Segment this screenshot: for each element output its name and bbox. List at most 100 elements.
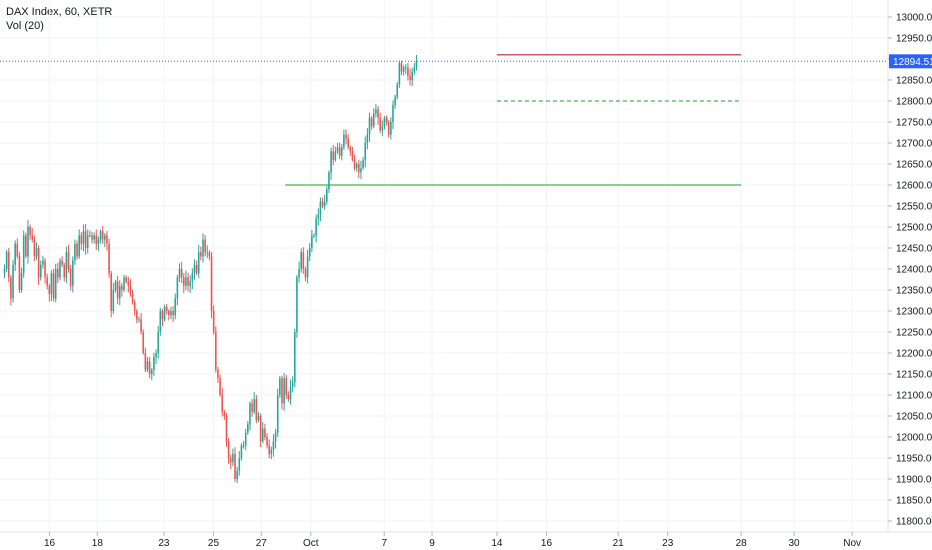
candle-body [159,311,162,332]
candle [150,368,153,381]
y-tick-label: 12950.00 [896,34,932,45]
candle [317,208,320,226]
candle [326,186,328,205]
candle-body [212,311,215,332]
candle-body [229,458,232,463]
candle [219,374,221,397]
candle [84,224,87,255]
candle-body [39,264,42,278]
candle-body [144,353,147,370]
candle [281,375,283,410]
y-axis[interactable]: 13000.0012950.0012900.0012850.0012800.00… [888,13,932,528]
candle-body [362,159,364,169]
x-axis[interactable]: 16 18 23 25 27 Oct 7 9 14 16 21 23 28 30 Nov [44,532,861,549]
candle-body [82,231,85,244]
candle-body [80,235,83,244]
candle-body [123,277,125,290]
candle [411,67,413,87]
candle [383,116,386,130]
candle-body [287,395,290,400]
candle-body [29,227,31,236]
candle-body [251,403,253,412]
candle-body [74,243,76,261]
candle [136,308,138,324]
candle [375,104,377,118]
symbol-title[interactable]: DAX Index, 60, XETR [6,6,113,18]
candle-body [31,235,34,240]
candle [144,347,147,372]
candle-body [317,214,320,219]
candle-body [302,252,305,269]
x-tick-label: Oct [303,538,319,549]
candle [50,270,53,302]
candle-body [22,235,25,274]
candle-body [272,441,275,450]
candle-body [78,235,80,257]
candle [71,256,74,293]
candle [358,159,360,179]
candle-body [328,172,330,190]
candle-body [153,357,155,370]
candle-body [69,269,72,286]
x-tick-label: 7 [381,538,387,549]
candle-body [93,235,95,240]
candle [300,248,302,273]
x-tick-label: 18 [92,538,104,549]
candle [86,229,89,254]
candle-body [138,319,140,321]
candle [129,279,132,297]
candle [89,230,91,238]
candle [106,231,108,251]
candle-body [413,67,416,72]
candle-body [279,378,281,395]
candle-body [163,306,166,320]
candle [3,264,6,279]
candle-body [200,252,202,257]
x-tick-label: Nov [843,538,861,549]
candle-body [227,441,230,458]
candle [345,129,347,145]
candle-body [304,269,307,278]
candle-body [404,67,407,69]
candle-body [168,311,170,316]
candle [187,272,189,292]
candle-body [121,285,123,290]
candle-body [48,285,51,295]
candle [82,224,85,252]
candle [127,276,130,293]
candle-body [178,269,181,278]
candle-body [208,252,211,257]
y-tick-label: 12250.00 [896,328,932,339]
candle-body [63,264,66,278]
x-tick-label: 28 [736,538,748,549]
candle [159,307,162,336]
candle [133,299,136,316]
candle-body [106,235,108,244]
candle-body [372,113,375,127]
y-tick-label: 12800.00 [896,97,932,108]
candle [370,116,373,130]
x-tick-label: 30 [789,538,801,549]
candle-body [170,311,172,316]
candle [379,112,381,133]
candle-body [16,243,19,257]
volume-indicator-label[interactable]: Vol (20) [6,20,44,32]
candle-body [76,243,78,257]
candle [409,68,411,86]
candle [360,160,362,180]
y-tick-label: 12400.00 [896,265,932,276]
candle-body [142,332,145,353]
grid-lines [0,0,888,532]
candle-body [313,235,315,237]
candle [125,275,127,284]
candle [296,274,298,338]
candle [182,273,185,294]
candle-body [172,311,174,316]
candle [308,243,311,262]
candle-body [57,269,59,278]
candle-body [217,369,219,379]
candle-body [402,67,405,72]
candle [217,366,219,383]
candle-body [349,147,352,152]
